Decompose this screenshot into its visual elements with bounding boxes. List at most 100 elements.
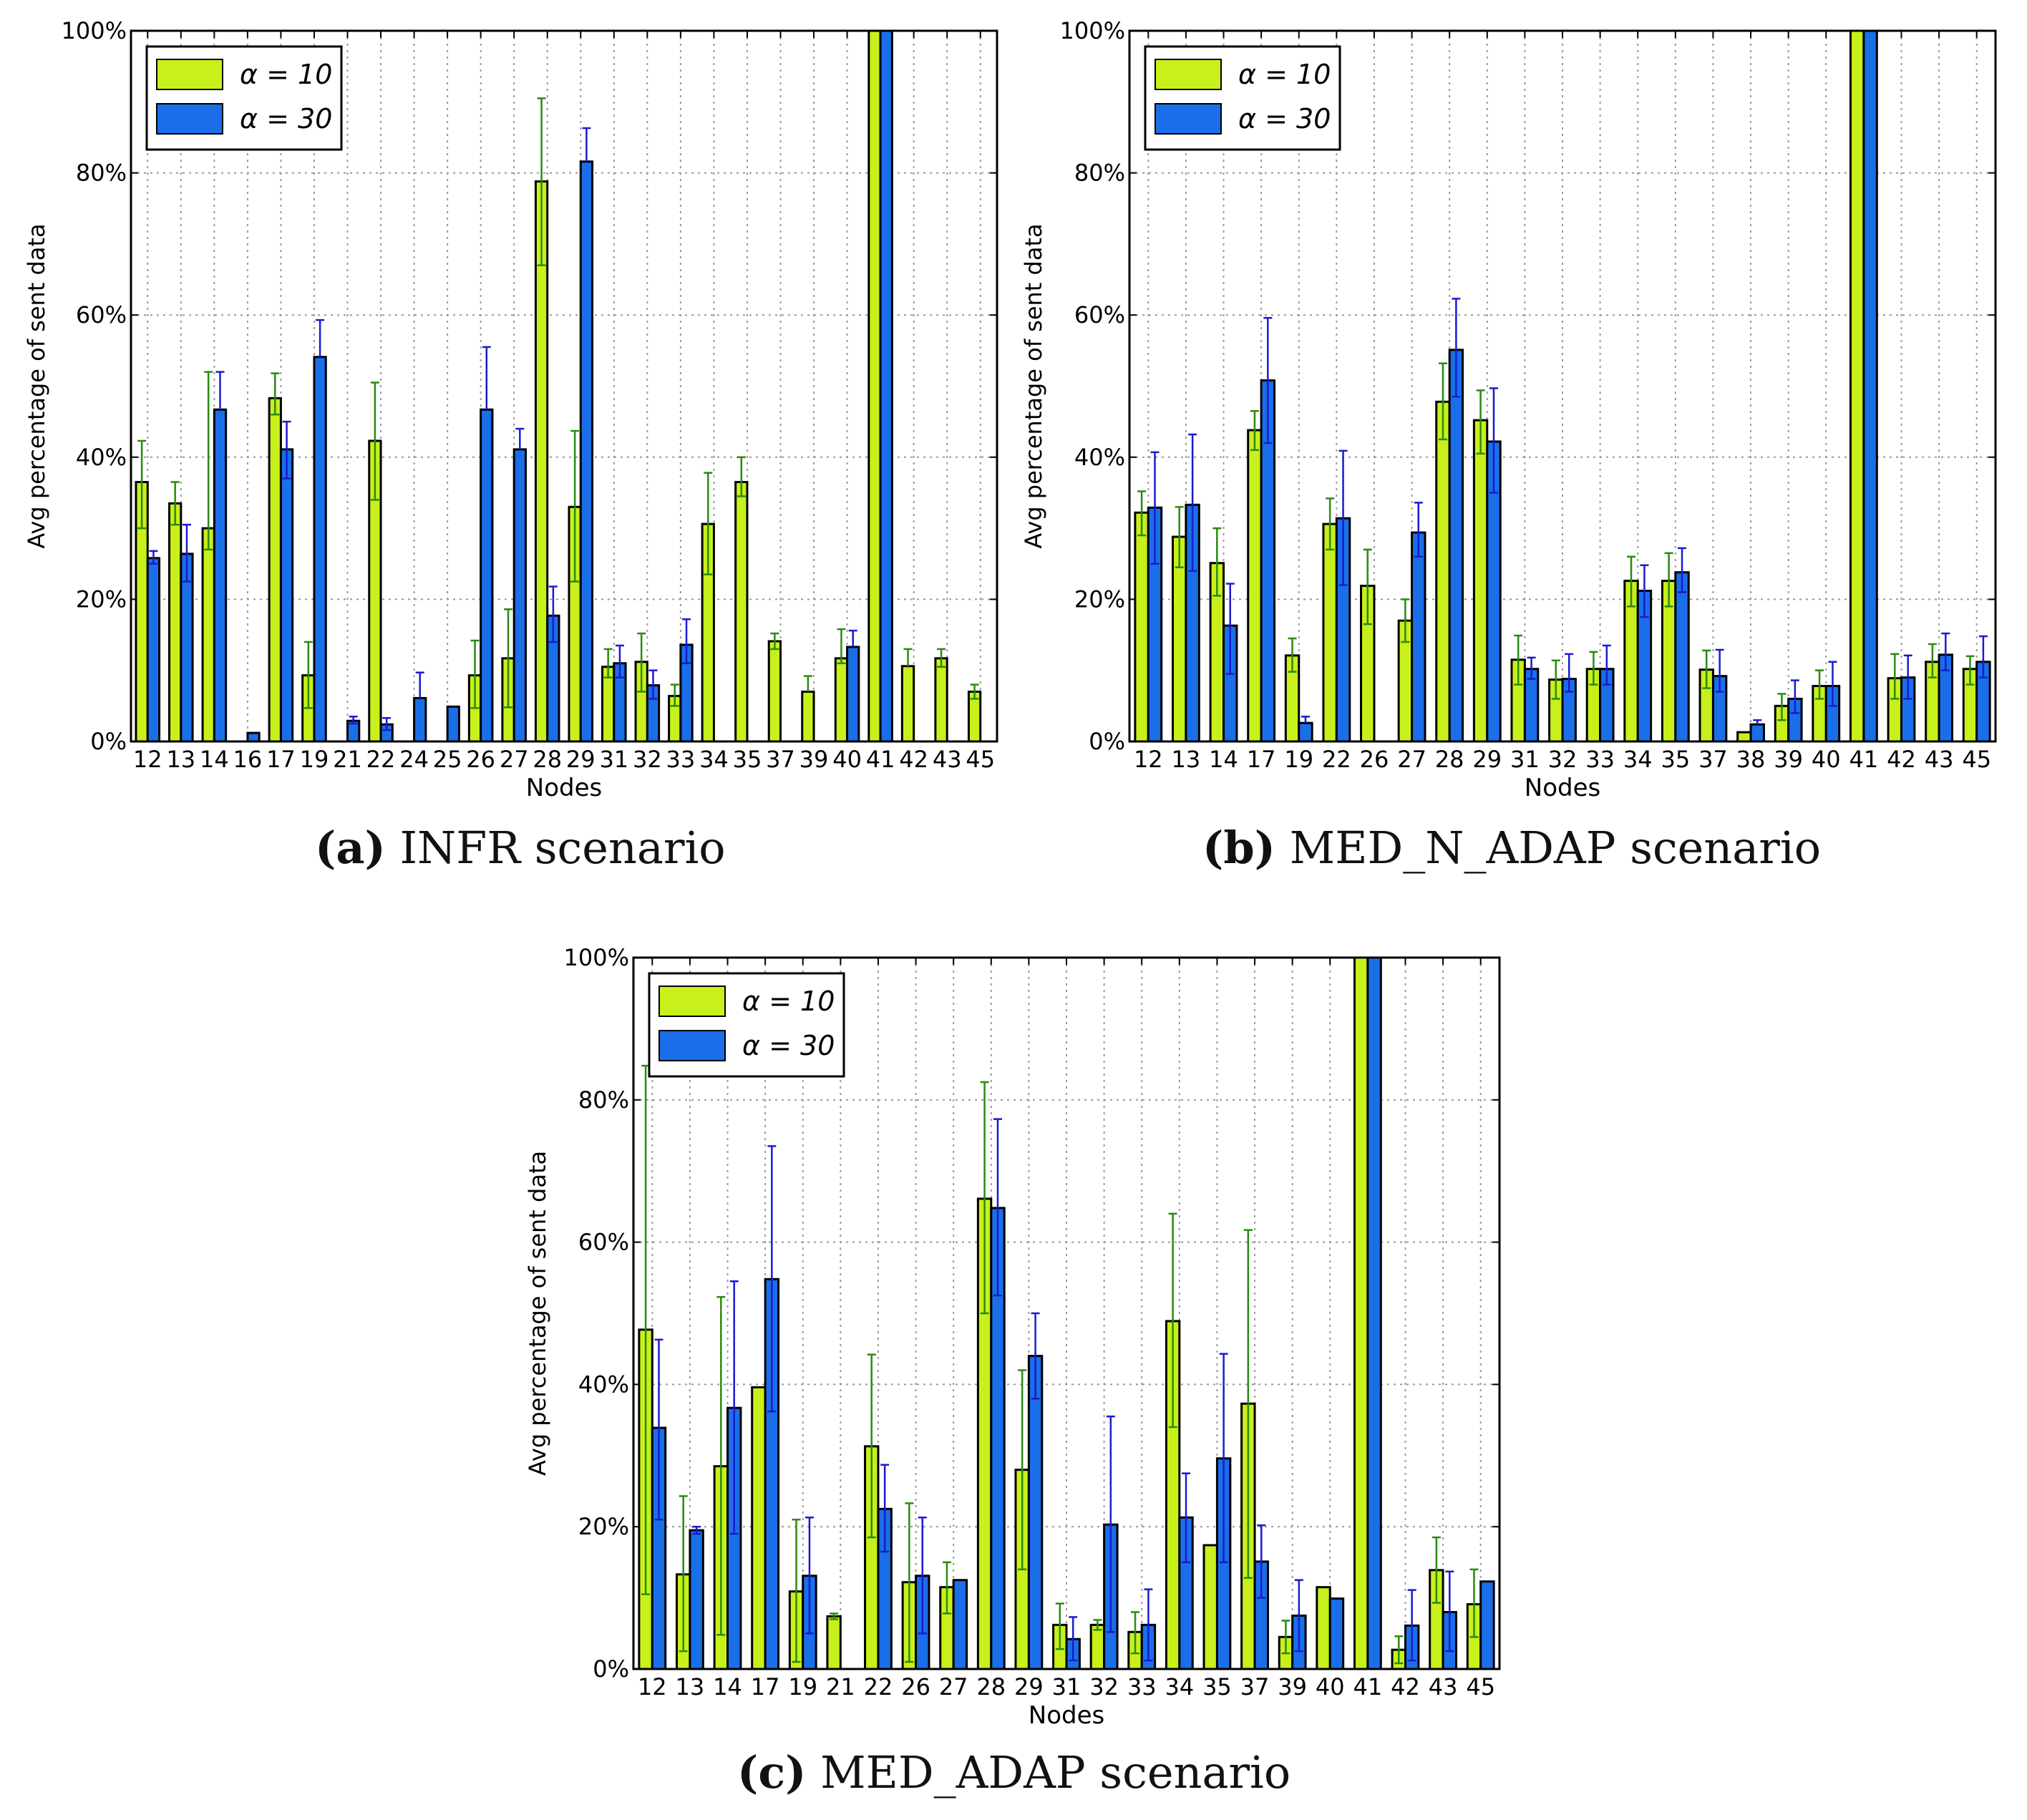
- bar-alpha10-node-35: [734, 481, 749, 743]
- legend-swatch-alpha30: [1155, 103, 1222, 135]
- bar-alpha10-node-14: [201, 527, 215, 743]
- x-tick-label-42: 42: [1887, 746, 1916, 773]
- x-tick-label-22: 22: [1322, 746, 1351, 773]
- x-axis-label: Nodes: [526, 774, 602, 802]
- legend-swatch-alpha30: [658, 1030, 726, 1061]
- bar-alpha10-node-41: [867, 29, 882, 743]
- x-tick-label-43: 43: [1429, 1673, 1458, 1700]
- x-tick-label-14: 14: [200, 746, 229, 773]
- x-tick-label-19: 19: [1284, 746, 1313, 773]
- bar-alpha30-node-40: [846, 646, 860, 743]
- bar-alpha30-node-45: [1479, 1580, 1495, 1670]
- x-tick-label-21: 21: [333, 746, 362, 773]
- x-tick-label-13: 13: [166, 746, 195, 773]
- x-tick-label-13: 13: [1172, 746, 1201, 773]
- legend-label-alpha10: α = 10: [240, 59, 332, 90]
- y-tick-label: 80%: [1074, 160, 1125, 187]
- x-tick-label-34: 34: [699, 746, 729, 773]
- bar-alpha10-node-28: [1435, 400, 1451, 743]
- x-tick-label-31: 31: [1510, 746, 1540, 773]
- caption-c: (c) MED_ADAP scenario: [737, 1746, 1290, 1799]
- x-tick-label-12: 12: [638, 1673, 667, 1700]
- bar-alpha30-node-38: [1749, 723, 1765, 743]
- x-tick-label-19: 19: [300, 746, 329, 773]
- x-tick-label-45: 45: [1466, 1673, 1495, 1700]
- x-tick-label-21: 21: [826, 1673, 855, 1700]
- x-tick-label-12: 12: [1134, 746, 1163, 773]
- x-tick-label-28: 28: [976, 1673, 1006, 1700]
- x-tick-label-39: 39: [799, 746, 829, 773]
- x-tick-label-40: 40: [1316, 1673, 1345, 1700]
- plot-frame: [130, 29, 998, 743]
- caption-b: (b) MED_N_ADAP scenario: [1202, 822, 1821, 874]
- y-tick-label: 40%: [578, 1371, 629, 1398]
- x-tick-label-25: 25: [433, 746, 462, 773]
- x-tick-label-33: 33: [1585, 746, 1615, 773]
- x-tick-label-32: 32: [1089, 1673, 1119, 1700]
- bar-alpha30-node-19: [313, 356, 327, 743]
- y-tick-label: 0%: [90, 728, 127, 755]
- y-tick-label: 20%: [578, 1513, 629, 1540]
- x-tick-label-29: 29: [566, 746, 596, 773]
- caption-c-label: (c): [737, 1746, 807, 1799]
- bar-alpha30-node-14: [213, 408, 228, 743]
- bar-alpha30-node-25: [446, 705, 460, 743]
- x-tick-label-19: 19: [788, 1673, 817, 1700]
- x-tick-label-38: 38: [1736, 746, 1766, 773]
- x-tick-label-27: 27: [500, 746, 529, 773]
- x-tick-label-41: 41: [866, 746, 895, 773]
- caption-b-label: (b): [1202, 822, 1276, 874]
- x-tick-label-39: 39: [1774, 746, 1803, 773]
- legend-label-alpha30: α = 30: [742, 1030, 835, 1061]
- x-tick-label-22: 22: [366, 746, 396, 773]
- chart-panel-c: 0% 20% 40% 60% 80% 100% 12 13 14 17 19 21 22 26 27 28 29…: [524, 944, 1501, 1730]
- chart-panel-b: 0% 20% 40% 60% 80% 100% 12 13 14 17 19 22 26 27 28 29 31…: [1020, 17, 1997, 802]
- x-tick-label-40: 40: [832, 746, 862, 773]
- x-tick-label-28: 28: [1435, 746, 1464, 773]
- x-tick-label-34: 34: [1165, 1673, 1194, 1700]
- x-tick-label-31: 31: [1052, 1673, 1081, 1700]
- bar-alpha30-node-27: [952, 1579, 968, 1670]
- y-tick-label: 100%: [564, 944, 629, 971]
- x-tick-label-12: 12: [133, 746, 162, 773]
- y-tick-label: 100%: [62, 17, 127, 44]
- y-axis-label: Avg percentage of sent data: [1020, 223, 1047, 548]
- bar-alpha30-node-19: [1298, 721, 1313, 743]
- x-tick-label-29: 29: [1472, 746, 1502, 773]
- bar-alpha30-node-16: [246, 731, 261, 743]
- x-tick-label-37: 37: [1698, 746, 1728, 773]
- x-tick-label-13: 13: [676, 1673, 705, 1700]
- x-axis-label: Nodes: [1029, 1701, 1104, 1730]
- y-tick-label: 100%: [1060, 17, 1125, 44]
- bar-alpha10-node-39: [801, 690, 815, 743]
- x-tick-label-28: 28: [533, 746, 562, 773]
- y-tick-label: 0%: [1089, 728, 1125, 755]
- bar-alpha30-node-41: [879, 29, 893, 743]
- bar-alpha30-node-26: [480, 408, 494, 743]
- x-tick-label-24: 24: [399, 746, 429, 773]
- x-tick-label-37: 37: [1240, 1673, 1270, 1700]
- x-tick-label-14: 14: [1209, 746, 1238, 773]
- plot-frame: [1128, 29, 1997, 743]
- x-tick-label-42: 42: [1391, 1673, 1420, 1700]
- bar-alpha30-node-13: [689, 1529, 704, 1670]
- legend-label-alpha30: α = 30: [1238, 103, 1331, 135]
- x-tick-label-27: 27: [939, 1673, 968, 1700]
- x-tick-label-14: 14: [713, 1673, 742, 1700]
- caption-a-label: (a): [315, 822, 386, 874]
- bar-alpha30-node-12: [146, 557, 161, 743]
- legend-swatch-alpha10: [156, 59, 223, 90]
- bar-alpha10-node-40: [834, 657, 849, 743]
- x-tick-label-27: 27: [1397, 746, 1426, 773]
- x-tick-label-37: 37: [766, 746, 795, 773]
- bar-alpha10-node-35: [1202, 1544, 1218, 1670]
- bar-alpha30-node-17: [279, 448, 294, 743]
- bar-alpha30-node-41: [1862, 29, 1878, 743]
- bar-alpha10-node-17: [1247, 429, 1263, 743]
- x-tick-label-43: 43: [1925, 746, 1954, 773]
- x-tick-label-33: 33: [1127, 1673, 1157, 1700]
- bar-alpha30-node-35: [1674, 571, 1690, 743]
- bar-alpha30-node-29: [1027, 1355, 1044, 1670]
- y-tick-label: 40%: [1074, 444, 1125, 471]
- y-tick-label: 60%: [76, 301, 127, 329]
